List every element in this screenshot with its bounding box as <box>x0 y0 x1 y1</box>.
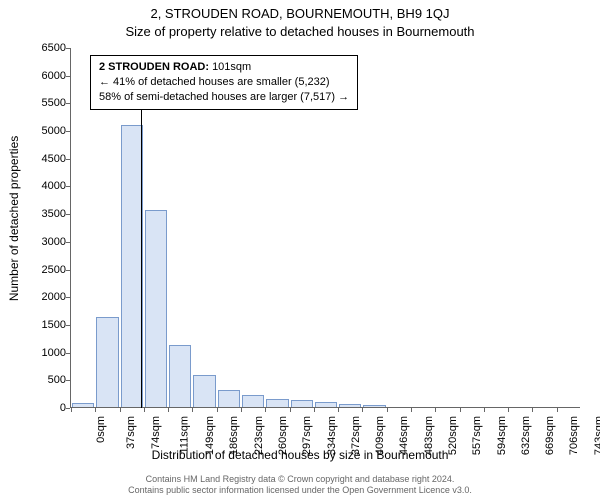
y-tick-label: 3500 <box>26 208 66 220</box>
attribution-line-2: Contains public sector information licen… <box>0 485 600 496</box>
x-tick-mark <box>387 408 388 412</box>
x-tick-mark <box>95 408 96 412</box>
y-tick-label: 2500 <box>26 264 66 276</box>
y-tick-label: 3000 <box>26 236 66 248</box>
histogram-bar <box>291 400 313 407</box>
annotation-line-3: 58% of semi-detached houses are larger (… <box>99 90 349 105</box>
histogram-bar <box>169 345 191 407</box>
chart-title: 2, STROUDEN ROAD, BOURNEMOUTH, BH9 1QJ <box>0 6 600 21</box>
y-tick-label: 500 <box>26 374 66 386</box>
x-tick-mark <box>241 408 242 412</box>
x-tick-label: 37sqm <box>125 416 137 449</box>
histogram-bar <box>145 210 167 407</box>
y-axis-label: Number of detached properties <box>7 70 21 235</box>
y-tick-label: 4000 <box>26 180 66 192</box>
x-tick-mark <box>435 408 436 412</box>
y-tick-mark <box>66 408 70 409</box>
x-tick-mark <box>362 408 363 412</box>
histogram-bar <box>315 402 337 407</box>
histogram-bar <box>72 403 94 407</box>
y-tick-label: 1500 <box>26 319 66 331</box>
x-tick-mark <box>71 408 72 412</box>
histogram-bar <box>266 399 288 407</box>
annotation-line-1: 2 STROUDEN ROAD: 101sqm <box>99 60 349 75</box>
x-tick-mark <box>314 408 315 412</box>
x-tick-mark <box>168 408 169 412</box>
y-tick-label: 0 <box>26 402 66 414</box>
x-tick-label: 0sqm <box>95 416 107 443</box>
x-tick-mark <box>411 408 412 412</box>
y-tick-label: 5000 <box>26 125 66 137</box>
property-marker-line <box>141 92 142 408</box>
x-tick-mark <box>265 408 266 412</box>
x-tick-mark <box>144 408 145 412</box>
y-tick-label: 2000 <box>26 291 66 303</box>
histogram-bar <box>363 405 385 407</box>
chart-subtitle: Size of property relative to detached ho… <box>0 24 600 39</box>
x-tick-mark <box>508 408 509 412</box>
histogram-bar <box>121 125 143 407</box>
y-tick-label: 4500 <box>26 153 66 165</box>
x-tick-mark <box>532 408 533 412</box>
x-tick-mark <box>557 408 558 412</box>
histogram-bar <box>193 375 215 407</box>
x-tick-mark <box>484 408 485 412</box>
attribution-line-1: Contains HM Land Registry data © Crown c… <box>0 474 600 485</box>
annotation-callout: 2 STROUDEN ROAD: 101sqm ← 41% of detache… <box>90 55 358 110</box>
x-tick-mark <box>460 408 461 412</box>
x-axis-label: Distribution of detached houses by size … <box>0 448 600 462</box>
histogram-chart: 2, STROUDEN ROAD, BOURNEMOUTH, BH9 1QJ S… <box>0 0 600 500</box>
x-tick-mark <box>120 408 121 412</box>
x-tick-mark <box>290 408 291 412</box>
attribution-text: Contains HM Land Registry data © Crown c… <box>0 474 600 497</box>
y-tick-label: 6500 <box>26 42 66 54</box>
histogram-bar <box>339 404 361 407</box>
x-tick-label: 74sqm <box>150 416 162 449</box>
y-tick-label: 1000 <box>26 347 66 359</box>
x-tick-mark <box>338 408 339 412</box>
histogram-bar <box>96 317 118 407</box>
y-tick-label: 6000 <box>26 70 66 82</box>
histogram-bar <box>242 395 264 407</box>
x-tick-mark <box>217 408 218 412</box>
annotation-line-2: ← 41% of detached houses are smaller (5,… <box>99 75 349 90</box>
histogram-bar <box>218 390 240 407</box>
y-tick-label: 5500 <box>26 97 66 109</box>
x-tick-mark <box>192 408 193 412</box>
